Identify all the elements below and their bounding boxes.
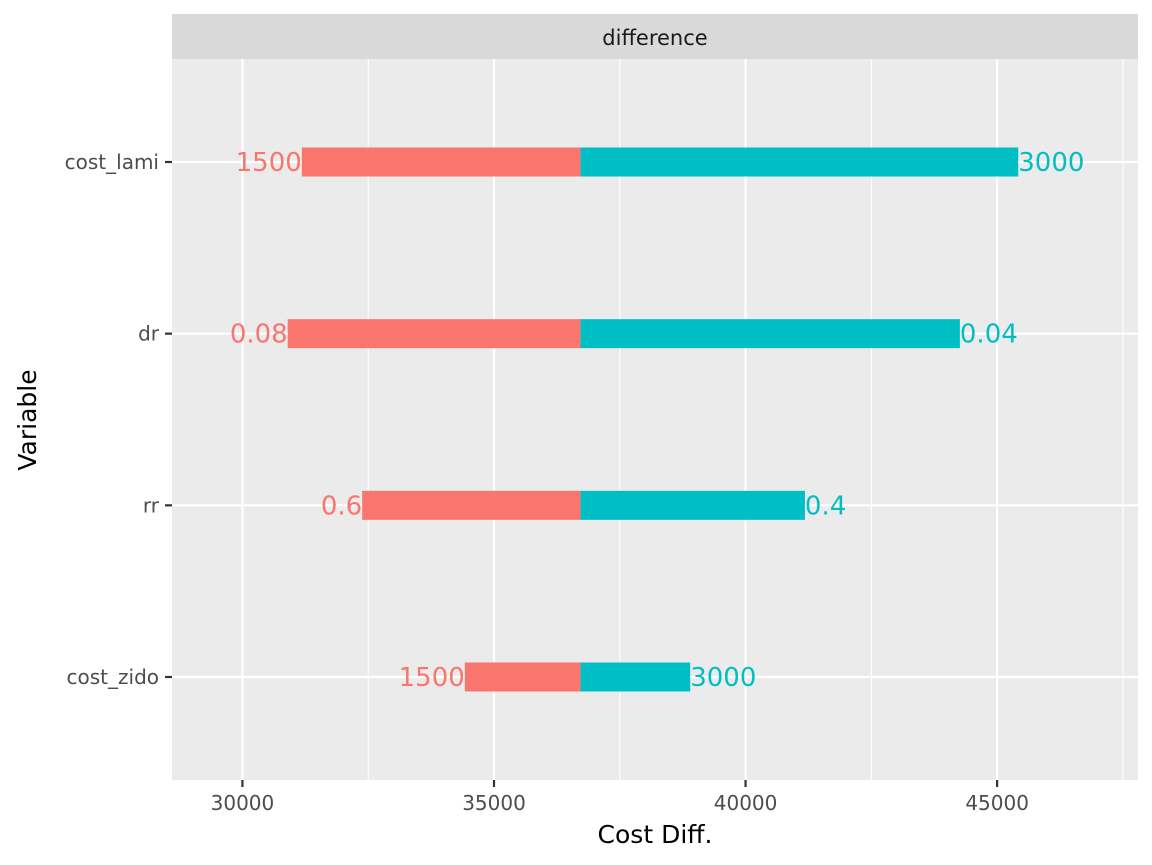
y-tick-label: cost_lami — [65, 150, 159, 174]
y-tick-label: cost_zido — [67, 665, 159, 689]
x-axis-title: Cost Diff. — [598, 820, 713, 849]
bar-cost_lami-series-1 — [301, 147, 581, 177]
bar-value-label: 1500 — [399, 663, 465, 693]
bar-dr-series-1 — [287, 319, 581, 349]
x-tick-label: 35000 — [462, 791, 526, 815]
y-tick-label: rr — [143, 493, 160, 517]
bar-value-label: 3000 — [1018, 148, 1084, 178]
x-tick-label: 30000 — [211, 791, 275, 815]
bar-rr-series-1 — [362, 490, 581, 520]
bar-rr-series-2 — [580, 490, 805, 520]
x-tick-label: 45000 — [965, 791, 1029, 815]
bar-cost_lami-series-2 — [580, 147, 1019, 177]
bar-value-label: 1500 — [236, 148, 302, 178]
bar-dr-series-2 — [580, 319, 960, 349]
label-layer: 1500 0.08 0.6 1500 3000 0.04 0.4 3000 — [230, 148, 1085, 693]
panel-background — [172, 59, 1138, 780]
y-tick-label: dr — [138, 322, 160, 346]
bar-value-label: 3000 — [690, 663, 756, 693]
x-tick-label: 40000 — [714, 791, 778, 815]
bar-value-label: 0.6 — [321, 491, 362, 521]
strip-background — [172, 14, 1138, 59]
strip-label: difference — [602, 26, 707, 50]
bar-layer — [287, 147, 1019, 692]
bar-value-label: 0.4 — [805, 491, 846, 521]
bar-value-label: 0.04 — [960, 320, 1018, 350]
bar-cost_zido-series-1 — [464, 662, 581, 692]
bar-value-label: 0.08 — [230, 320, 288, 350]
y-axis-title: Variable — [13, 369, 42, 470]
bar-cost_zido-series-2 — [580, 662, 691, 692]
